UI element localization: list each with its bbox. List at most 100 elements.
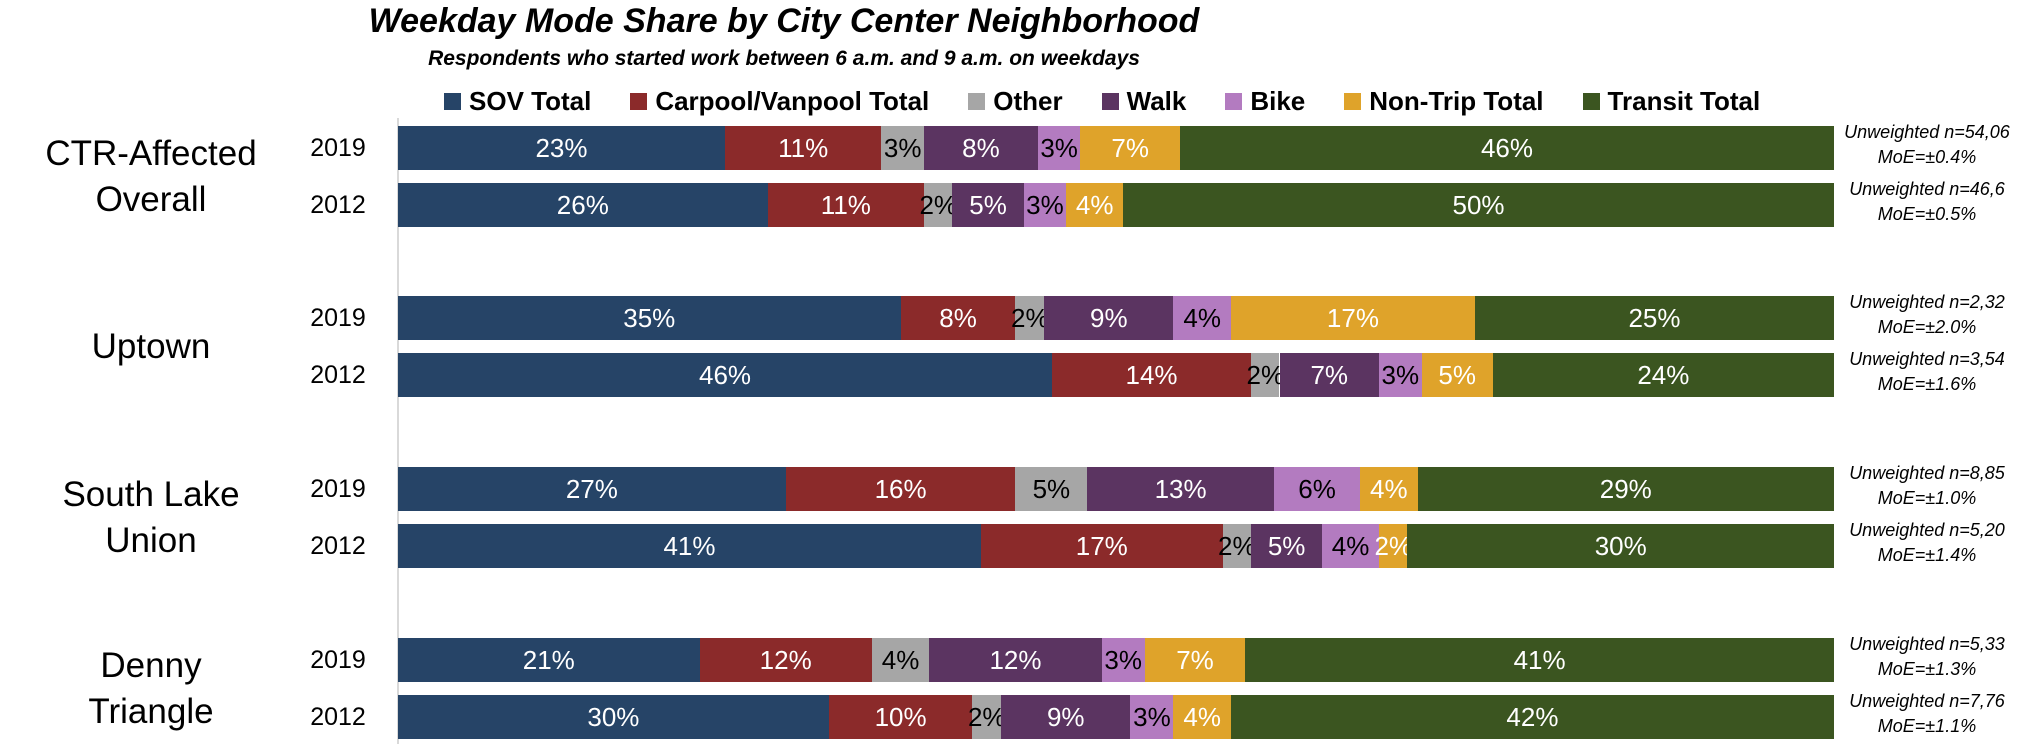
bar-segment: 50% [1123,183,1834,227]
legend-swatch [630,92,648,110]
bar-segment: 3% [1023,183,1067,227]
data-label: 16% [874,473,927,504]
data-label: 30% [1594,530,1647,561]
legend-item: Non-Trip Total [1344,85,1544,117]
bar-segment: 8% [924,126,1038,170]
bar-segment: 25% [1475,296,1834,340]
sample-note: Unweighted n=5,33 MoE=±1.3% [1836,632,2018,682]
bar-segment: 7% [1144,638,1246,682]
sample-note-line: Unweighted n=5,33 [1849,634,2005,654]
sample-note-line: MoE=±2.0% [1877,317,1977,337]
bar-segment: 10% [828,695,973,739]
sample-note-line: MoE=±1.0% [1877,488,1977,508]
bar-segment: 46% [398,353,1053,397]
sample-note-line: Unweighted n=7,76 [1849,691,2005,711]
data-label: 25% [1628,302,1681,333]
data-label: 4% [1075,189,1114,220]
bar-segment: 9% [1001,695,1131,739]
data-label: 7% [1111,132,1149,163]
data-label: 2% [1374,530,1413,561]
stacked-bar: 23% 11% 3% 8% 3% 7% 46% [398,126,1834,170]
sample-note: Unweighted n=46,6 MoE=±0.5% [1836,177,2018,227]
bar-segment: 27% [398,467,786,511]
data-label: 50% [1452,189,1505,220]
sample-note-line: Unweighted n=5,20 [1849,520,2005,540]
data-label: 4% [1183,701,1221,732]
data-label: 13% [1154,473,1207,504]
legend-label: Non-Trip Total [1369,85,1544,116]
bar-segment: 23% [398,126,725,170]
sample-note-line: MoE=±0.5% [1877,204,1977,224]
data-label: 6% [1298,473,1336,504]
bar-segment: 17% [980,524,1223,568]
stacked-bar: 46% 14% 2% 7% 3% 5% 24% [398,353,1834,397]
year-label: 2012 [310,191,366,219]
legend-item: Carpool/Vanpool Total [630,86,929,117]
bar-segment: 12% [929,638,1102,682]
legend-swatch [1582,92,1600,110]
data-label: 12% [759,644,812,675]
stacked-bar: 21% 12% 4% 12% 3% 7% 41% [398,638,1834,682]
data-label: 5% [969,189,1007,220]
sample-note: Unweighted n=8,85 MoE=±1.0% [1836,461,2018,511]
data-label: 30% [587,701,640,732]
bar-segment: 30% [1407,524,1834,568]
legend: SOV Total Carpool/Vanpool Total Other Walk B… [444,86,1799,116]
bar-segment: 26% [398,183,768,227]
bar-segment: 9% [1044,296,1174,340]
stacked-bar: 35% 8% 2% 9% 4% 17% 25% [398,296,1834,340]
data-label: 11% [778,132,829,163]
sample-note: Unweighted n=5,20 MoE=±1.4% [1836,518,2018,568]
data-label: 2% [1246,359,1285,390]
bar-segment: 11% [767,183,925,227]
data-label: 10% [874,701,927,732]
stacked-bar: 26% 11% 2% 5% 3% 4% 50% [398,183,1834,227]
data-label: 5% [1438,359,1476,390]
data-label: 23% [535,132,588,163]
bar-segment: 41% [398,524,981,568]
bar-segment: 7% [1080,126,1180,170]
data-label: 5% [1032,473,1071,504]
legend-label: SOV Total [469,85,592,116]
bar-segment: 13% [1087,467,1274,511]
data-label: 3% [1026,189,1064,220]
data-label: 24% [1637,359,1690,390]
bar-segment: 3% [1101,638,1145,682]
data-label: 27% [565,473,618,504]
data-label: 5% [1267,530,1306,561]
data-label: 4% [881,644,920,675]
bar-segment: 4% [1360,467,1418,511]
sample-note: Unweighted n=3,54 MoE=±1.6% [1836,347,2018,397]
bar-segment: 3% [881,126,925,170]
bar-segment: 5% [1251,524,1323,568]
year-label: 2019 [310,304,366,332]
year-label: 2012 [310,532,366,560]
bar-segment: 4% [1173,296,1231,340]
bar-segment: 3% [1037,126,1081,170]
sample-note-line: MoE=±1.3% [1877,659,1977,679]
sample-note-line: Unweighted n=46,6 [1849,179,2005,199]
group-label: Uptown [91,326,211,366]
data-label: 4% [1183,302,1221,333]
sample-note: Unweighted n=7,76 MoE=±1.1% [1836,689,2018,739]
year-label: 2012 [310,703,366,731]
sample-note-line: MoE=±1.6% [1877,374,1977,394]
legend-swatch [1101,92,1119,110]
sample-note: Unweighted n=54,06 MoE=±0.4% [1836,120,2018,170]
data-label: 35% [623,302,676,333]
bar-segment: 17% [1230,296,1475,340]
legend-item: Walk [1101,86,1186,117]
data-label: 17% [1075,530,1128,561]
data-label: 41% [1513,644,1566,675]
group-label: Denny Triangle [88,645,214,731]
stacked-bar: 41% 17% 2% 5% 4% 2% 30% [398,524,1834,568]
bar-segment: 4% [1322,524,1380,568]
group-label: South Lake Union [62,474,240,560]
data-label: 8% [962,132,1000,163]
legend-swatch [1225,92,1243,110]
bar-segment: 16% [785,467,1016,511]
bar-segment: 5% [1015,467,1088,511]
data-label: 4% [1370,473,1408,504]
sample-note-line: MoE=±1.4% [1877,545,1977,565]
